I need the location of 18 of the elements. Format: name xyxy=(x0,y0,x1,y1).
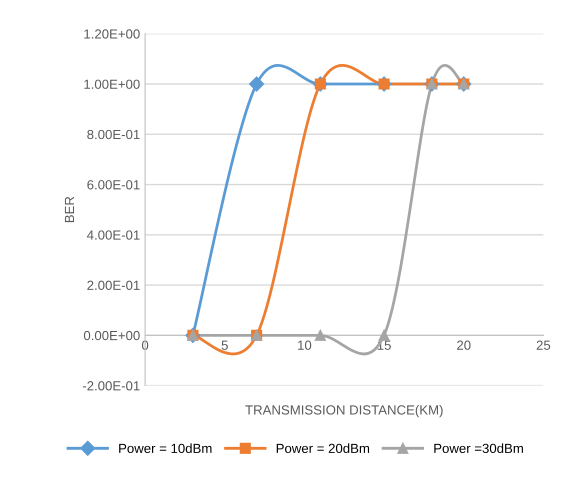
x-tick-label: 20 xyxy=(457,340,471,350)
legend-label: Power =30dBm xyxy=(434,443,523,454)
legend-label: Power = 10dBm xyxy=(119,443,212,454)
y-tick-label: 0.00E+00 xyxy=(84,330,140,340)
y-tick-label: 8.00E-01 xyxy=(87,130,140,140)
x-tick-label: 0 xyxy=(142,340,148,350)
x-tick-label: 5 xyxy=(222,340,228,350)
y-tick-label: 1.00E+00 xyxy=(84,80,140,89)
y-tick-label: 1.20E+00 xyxy=(84,29,140,39)
y-tick-label: 4.00E-01 xyxy=(86,230,140,240)
y-tick-label: 2.00E-01 xyxy=(87,280,140,290)
x-tick-label: 10 xyxy=(298,340,312,350)
x-tick-label: 25 xyxy=(536,340,550,350)
x-axis-title: TRANSMISSION DISTANCE(KM) xyxy=(245,404,443,418)
y-tick-label: -2.00E-01 xyxy=(82,381,140,391)
y-tick-label: 6.00E-01 xyxy=(87,180,140,190)
y-axis-title: BER xyxy=(64,196,74,222)
legend-label: Power = 20dBm xyxy=(276,443,370,454)
